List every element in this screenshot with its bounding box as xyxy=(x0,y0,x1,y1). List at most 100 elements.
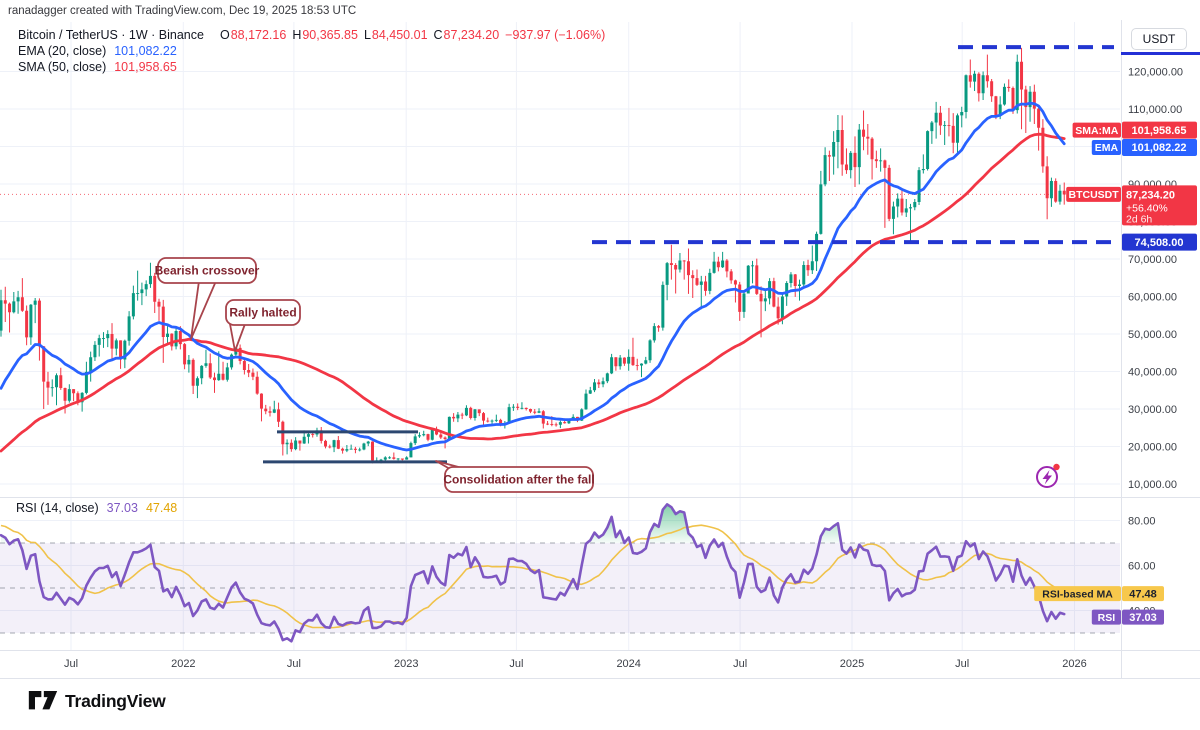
candle-body xyxy=(422,434,426,436)
candle-body xyxy=(516,406,520,408)
callout-annotation[interactable]: Bearish crossover xyxy=(155,257,260,340)
candle-body xyxy=(686,261,690,276)
ideas-marker[interactable] xyxy=(1036,463,1060,488)
callout-tail xyxy=(190,280,217,340)
candle-body xyxy=(311,434,315,436)
ema-label[interactable]: EMA (20, close) xyxy=(18,44,107,58)
open-key: O xyxy=(219,28,230,42)
badge-value-box xyxy=(1122,233,1197,251)
candle-body xyxy=(63,388,67,401)
badge-value-box xyxy=(1122,609,1164,625)
candle-body xyxy=(319,430,323,441)
candle-body xyxy=(780,296,784,319)
candle-body xyxy=(76,393,80,403)
candle-body xyxy=(157,301,161,307)
time-tick-label: Jul xyxy=(287,658,301,670)
price-pane[interactable] xyxy=(0,47,1120,464)
candle-body xyxy=(25,310,29,338)
rsi-based-ma-badge: 47.48 RSI-based MA xyxy=(1034,586,1164,602)
candle-body xyxy=(272,409,276,413)
low-value: 84,450.01 xyxy=(371,28,428,42)
candle-body xyxy=(614,357,618,367)
candle-body xyxy=(622,357,626,364)
candle-body xyxy=(665,263,669,285)
candle-body xyxy=(657,326,661,328)
candle-body xyxy=(33,300,37,305)
badge-name-tag xyxy=(1034,586,1121,602)
candle-body xyxy=(742,293,746,312)
badge-value-text: 74,508.00 xyxy=(1135,237,1184,249)
candle-body xyxy=(289,442,293,450)
rsi-pane[interactable] xyxy=(0,503,1120,643)
candle-body xyxy=(221,373,225,380)
callout-annotation[interactable]: Consolidation after the fall xyxy=(435,460,595,493)
price-tick-label: 120,000.00 xyxy=(1128,67,1183,79)
candle-body xyxy=(358,449,362,451)
candle-body xyxy=(430,429,434,440)
candle-body xyxy=(195,378,199,386)
currency-toggle[interactable]: USDT xyxy=(1131,28,1187,50)
close-value: 87,234.20 xyxy=(443,28,500,42)
candle-body xyxy=(644,360,648,364)
candle-body xyxy=(183,344,187,365)
candle-body xyxy=(584,393,588,410)
candle-body xyxy=(242,361,246,370)
high-value: 90,365.85 xyxy=(302,28,358,42)
candle-body xyxy=(827,155,831,157)
tradingview-logo[interactable]: TradingView xyxy=(28,690,166,712)
candle-body xyxy=(119,340,123,360)
candle-body xyxy=(678,260,682,270)
callout-box xyxy=(225,299,301,326)
badge-value-box xyxy=(1122,138,1197,156)
candle-body xyxy=(251,372,255,377)
time-tick-label: 2023 xyxy=(394,658,418,670)
candle-body xyxy=(388,457,392,459)
candle-body xyxy=(857,129,861,168)
candle-body xyxy=(870,138,874,160)
candle-body xyxy=(161,306,165,337)
sma-legend-row: SMA (50, close) 101,958.65 xyxy=(18,59,605,75)
candle-body xyxy=(89,357,93,372)
badge-countdown-text: 2d 6h xyxy=(1126,213,1152,225)
badge-value-text: 47.48 xyxy=(1129,588,1157,600)
ema-line xyxy=(0,101,1066,452)
candle-body xyxy=(55,375,59,388)
badge-value-text: 87,234.20 xyxy=(1126,189,1175,201)
callout-text: Bearish crossover xyxy=(155,264,260,278)
rsi-ma-value: 47.48 xyxy=(145,501,178,515)
candle-body xyxy=(204,363,208,366)
symbol-title[interactable]: Bitcoin / TetherUS · 1W · Binance xyxy=(18,28,204,42)
candle-body xyxy=(669,263,673,265)
candle-body xyxy=(259,393,263,409)
candle-body xyxy=(580,409,584,421)
badge-value-text: 101,958.65 xyxy=(1131,125,1186,137)
candle-body xyxy=(733,280,737,285)
symbol-row: Bitcoin / TetherUS · 1W · Binance O88,172… xyxy=(18,27,605,43)
candle-body xyxy=(131,293,135,317)
candle-body xyxy=(605,373,609,382)
candle-body xyxy=(546,423,550,425)
change-value: −937.97 (−1.06%) xyxy=(505,28,606,42)
candle-body xyxy=(101,338,105,340)
candle-body xyxy=(896,198,900,207)
candle-body xyxy=(635,365,639,367)
callout-annotation[interactable]: Rally halted xyxy=(225,299,301,352)
candle-body xyxy=(50,387,54,389)
callout-tail xyxy=(229,323,246,352)
sma-label[interactable]: SMA (50, close) xyxy=(18,60,107,74)
candle-body xyxy=(797,284,801,286)
badge-name-tag xyxy=(1072,122,1121,138)
time-tick-label: 2026 xyxy=(1062,658,1086,670)
rsi-label[interactable]: RSI (14, close) xyxy=(16,501,99,515)
candle-body xyxy=(456,414,460,419)
badge-name-text: EMA xyxy=(1095,142,1119,154)
price-axis-accent xyxy=(1121,52,1200,55)
pane-dividers xyxy=(0,20,1200,679)
candle-body xyxy=(166,333,170,337)
candle-body xyxy=(802,265,806,285)
candle-body xyxy=(520,407,524,409)
candle-body xyxy=(981,75,985,94)
candle-body xyxy=(631,356,635,366)
